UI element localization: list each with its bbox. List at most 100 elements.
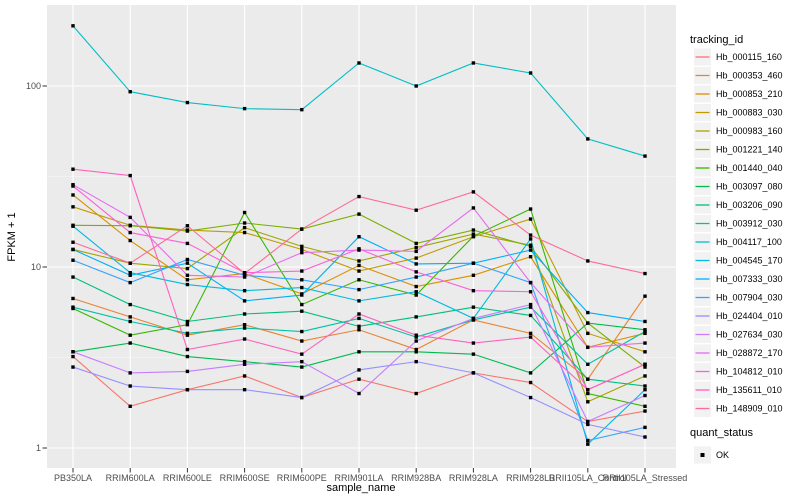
data-point-Hb_148909_010 xyxy=(185,224,190,228)
data-point-Hb_003912_030 xyxy=(71,305,75,309)
data-point-Hb_007333_030 xyxy=(528,248,533,252)
data-point-Hb_001440_040 xyxy=(643,404,647,408)
data-point-Hb_104812_010 xyxy=(71,184,75,188)
data-point-Hb_024404_010 xyxy=(643,435,647,439)
data-point-Hb_004545_170 xyxy=(185,282,190,287)
data-point-Hb_004117_100 xyxy=(643,154,647,158)
data-point-Hb_000853_210 xyxy=(185,278,190,282)
data-point-Hb_001440_040 xyxy=(185,322,190,327)
data-point-Hb_003912_030 xyxy=(300,329,304,334)
x-tick-label: RRIM928LB xyxy=(506,473,555,483)
data-point-Hb_007904_030 xyxy=(471,261,476,265)
data-point-Hb_000883_030 xyxy=(71,205,75,209)
legend-item: Hb_000983_160 xyxy=(694,122,783,140)
data-point-Hb_027634_030 xyxy=(128,371,132,375)
data-point-Hb_003097_080 xyxy=(471,352,476,356)
legend-item-label: Hb_024404_010 xyxy=(716,311,783,321)
data-point-Hb_000353_460 xyxy=(414,347,418,352)
legend-item: Hb_007904_030 xyxy=(694,289,783,306)
data-point-Hb_000983_160 xyxy=(471,232,476,236)
data-point-Hb_001221_140 xyxy=(128,224,132,228)
data-point-Hb_000883_030 xyxy=(528,217,533,221)
data-point-Hb_007333_030 xyxy=(357,235,361,239)
legend-item: Hb_001221_140 xyxy=(694,141,783,158)
data-point-Hb_003097_080 xyxy=(586,321,590,325)
data-point-Hb_004117_100 xyxy=(357,61,361,65)
data-point-Hb_003206_090 xyxy=(71,275,75,279)
legend-item-label: Hb_003097_080 xyxy=(716,182,783,192)
data-point-Hb_007904_030 xyxy=(414,275,418,279)
data-point-Hb_027634_030 xyxy=(414,339,418,343)
data-point-Hb_148909_010 xyxy=(643,271,647,276)
legend: tracking_id Hb_000115_160 Hb_000353_460 Hb… xyxy=(690,34,783,464)
data-point-Hb_000983_160 xyxy=(357,259,361,263)
legend-item: Hb_003912_030 xyxy=(694,215,783,232)
legend-items: Hb_000115_160 Hb_000353_460 Hb_000853_210 H… xyxy=(694,48,783,417)
data-point-Hb_001221_140 xyxy=(185,229,190,233)
legend-item: Hb_104812_010 xyxy=(694,363,783,380)
data-point-Hb_028872_170 xyxy=(128,215,132,220)
data-point-Hb_028872_170 xyxy=(528,280,533,285)
data-point-Hb_000353_460 xyxy=(71,296,75,301)
data-point-Hb_004117_100 xyxy=(471,61,476,65)
data-point-Hb_004545_170 xyxy=(128,271,132,275)
data-point-Hb_135611_010 xyxy=(414,333,418,337)
plot-panel xyxy=(47,5,676,468)
data-point-Hb_024404_010 xyxy=(242,387,247,392)
legend-title-tracking-id: tracking_id xyxy=(690,34,743,46)
data-point-Hb_104812_010 xyxy=(300,269,304,273)
data-point-Hb_000115_160 xyxy=(643,409,647,413)
data-point-Hb_001440_040 xyxy=(414,293,418,297)
data-point-Hb_104812_010 xyxy=(185,241,190,246)
legend-item: Hb_007333_030 xyxy=(694,270,783,288)
data-point-Hb_000853_210 xyxy=(357,263,361,268)
data-point-Hb_003206_090 xyxy=(643,384,647,388)
data-point-Hb_027634_030 xyxy=(528,302,533,307)
data-point-Hb_001440_040 xyxy=(300,302,304,307)
legend-item: Hb_024404_010 xyxy=(694,307,783,325)
legend-item: Hb_000115_160 xyxy=(694,48,782,66)
data-point-Hb_004545_170 xyxy=(528,237,533,241)
data-point-Hb_000115_160 xyxy=(242,374,247,378)
data-point-Hb_024404_010 xyxy=(528,395,533,400)
data-point-Hb_003912_030 xyxy=(586,362,590,367)
data-point-Hb_001221_140 xyxy=(643,365,647,369)
data-point-Hb_104812_010 xyxy=(357,247,361,251)
data-point-Hb_004117_100 xyxy=(242,106,247,111)
data-point-Hb_000353_460 xyxy=(242,322,247,327)
data-point-Hb_028872_170 xyxy=(643,341,647,345)
quant-ok-marker xyxy=(700,453,705,457)
data-point-Hb_003912_030 xyxy=(414,335,418,339)
legend-item: Hb_003097_080 xyxy=(694,178,783,195)
data-point-Hb_148909_010 xyxy=(471,190,476,194)
y-tick-labels: 100 10 1 xyxy=(26,81,41,453)
data-point-Hb_003912_030 xyxy=(128,319,132,324)
y-tick-label: 1 xyxy=(36,443,41,453)
data-point-Hb_028872_170 xyxy=(242,275,247,279)
legend-item-label: OK xyxy=(716,450,729,460)
data-point-Hb_004117_100 xyxy=(414,84,418,88)
data-point-Hb_000983_160 xyxy=(586,400,590,404)
data-point-Hb_007904_030 xyxy=(586,438,590,443)
data-point-Hb_007904_030 xyxy=(300,278,304,282)
data-point-Hb_000983_160 xyxy=(414,245,418,250)
data-point-Hb_001440_040 xyxy=(471,234,476,238)
data-point-Hb_003206_090 xyxy=(471,305,476,309)
data-point-Hb_148909_010 xyxy=(300,227,304,231)
data-point-Hb_004117_100 xyxy=(185,100,190,105)
data-point-Hb_003097_080 xyxy=(128,341,132,345)
legend-item-label: Hb_003912_030 xyxy=(716,219,783,229)
data-point-Hb_000853_210 xyxy=(643,331,647,336)
legend-item-label: Hb_000115_160 xyxy=(716,52,782,62)
data-point-Hb_148909_010 xyxy=(414,208,418,212)
x-tick-label: RRIM600LA xyxy=(106,473,155,483)
legend-item: Hb_000353_460 xyxy=(694,67,783,84)
legend-item-label: Hb_007333_030 xyxy=(716,274,783,284)
legend-item-label: Hb_028872_170 xyxy=(716,348,783,358)
x-tick-label: RRIM600PE xyxy=(277,473,327,483)
data-point-Hb_007333_030 xyxy=(643,319,647,324)
data-point-Hb_024404_010 xyxy=(586,422,590,427)
data-point-Hb_135611_010 xyxy=(643,362,647,367)
data-point-Hb_000853_210 xyxy=(471,273,476,277)
